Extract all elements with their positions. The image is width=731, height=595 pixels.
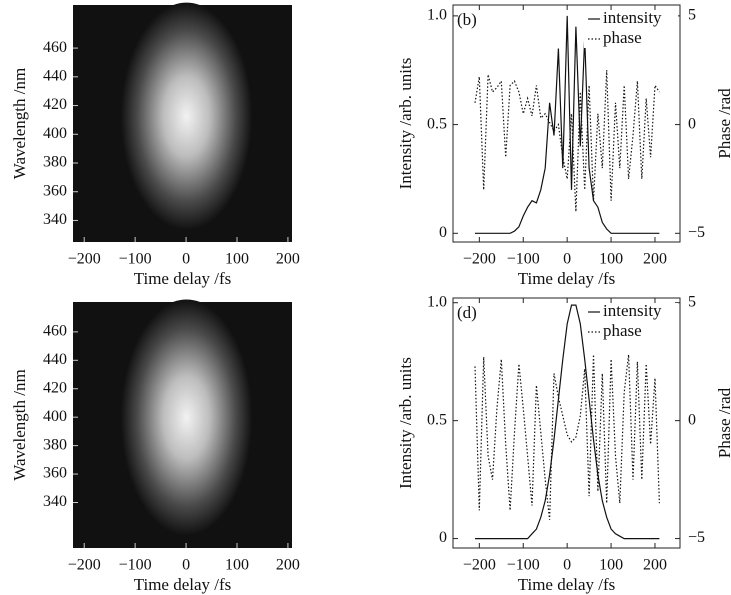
x-tick-label: −100 (119, 251, 152, 268)
x-tick-label: 200 (643, 557, 667, 574)
y-tick-label: 1.0 (427, 7, 447, 24)
series-line (475, 304, 660, 540)
legend-background (584, 323, 678, 341)
x-tick-label: 100 (225, 251, 249, 268)
y-tick-label: 440 (43, 67, 67, 84)
y2-tick-label: 0 (688, 115, 696, 132)
y-tick-label: 440 (43, 351, 67, 368)
y-tick-label: 400 (43, 125, 67, 142)
y-tick-label: 360 (43, 182, 67, 199)
x-axis-label: Time delay /fs (134, 575, 232, 594)
image-glow (120, 299, 253, 536)
axes-frame (452, 297, 681, 549)
x-tick-label: −200 (68, 251, 101, 268)
legend-background (584, 10, 678, 28)
axes-frame (452, 4, 681, 243)
y-tick-label: 380 (43, 154, 67, 171)
x-tick-label: 100 (599, 251, 623, 268)
x-tick-label: 200 (276, 557, 300, 574)
y-tick-label: 360 (43, 465, 67, 482)
y2-tick-label: −5 (688, 529, 705, 546)
legend-label: intensity (603, 301, 662, 320)
y2-tick-label: 5 (688, 293, 696, 310)
y-tick-label: 340 (43, 211, 67, 228)
x-tick-label: −100 (507, 557, 540, 574)
x-axis-label: Time delay /fs (134, 269, 232, 288)
x-axis-label: Time delay /fs (518, 575, 616, 594)
y2-tick-label: 0 (688, 411, 696, 428)
y-tick-label: 420 (43, 96, 67, 113)
y-axis-label: Wavelength /nm (10, 68, 29, 179)
x-tick-label: −100 (507, 251, 540, 268)
y-tick-label: 0 (439, 224, 447, 241)
x-tick-label: −200 (463, 251, 496, 268)
x-tick-label: 0 (563, 251, 571, 268)
legend-background (584, 303, 678, 321)
x-tick-label: 200 (643, 251, 667, 268)
y-tick-label: 380 (43, 436, 67, 453)
x-tick-label: 100 (599, 557, 623, 574)
x-tick-label: −100 (119, 557, 152, 574)
x-tick-label: 0 (563, 557, 571, 574)
y-tick-label: 0.5 (427, 115, 447, 132)
legend-label: phase (603, 321, 642, 340)
y2-axis-label: Phase /rad (715, 88, 731, 159)
x-axis-label: Time delay /fs (518, 269, 616, 288)
y-tick-label: 0 (439, 529, 447, 546)
series-line (475, 15, 660, 234)
panel-label: (b) (457, 10, 477, 29)
y-axis-label: Intensity /arb. units (396, 357, 415, 489)
legend-background (584, 30, 678, 48)
x-tick-label: −200 (68, 557, 101, 574)
y-tick-label: 420 (43, 379, 67, 396)
y2-axis-label: Phase /rad (715, 387, 731, 458)
y-tick-label: 1.0 (427, 293, 447, 310)
panel-label: (c) (77, 307, 96, 326)
panel-label: (d) (457, 303, 477, 322)
x-tick-label: −200 (463, 557, 496, 574)
y-tick-label: 340 (43, 493, 67, 510)
legend-label: phase (603, 28, 642, 47)
x-tick-label: 100 (225, 557, 249, 574)
image-glow (120, 2, 253, 231)
y-axis-label: Wavelength /nm (10, 369, 29, 480)
y-tick-label: 460 (43, 39, 67, 56)
x-tick-label: 0 (182, 557, 190, 574)
y2-tick-label: −5 (688, 224, 705, 241)
x-tick-label: 200 (276, 251, 300, 268)
y-axis-label: Intensity /arb. units (396, 58, 415, 190)
y-tick-label: 400 (43, 408, 67, 425)
panel-label: (a) (77, 10, 96, 29)
y2-tick-label: 5 (688, 7, 696, 24)
legend-label: intensity (603, 8, 662, 27)
x-tick-label: 0 (182, 251, 190, 268)
y-tick-label: 460 (43, 323, 67, 340)
y-tick-label: 0.5 (427, 411, 447, 428)
series-line (474, 354, 660, 520)
series-line (474, 70, 660, 212)
